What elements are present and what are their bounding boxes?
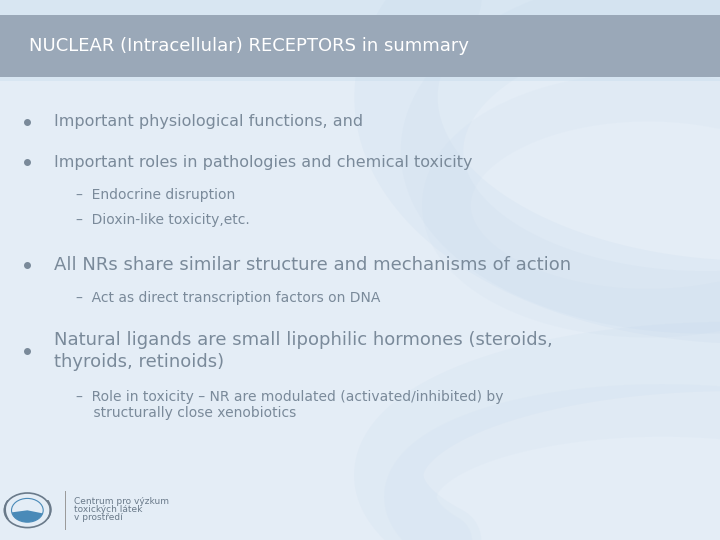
FancyBboxPatch shape bbox=[0, 15, 720, 77]
Text: All NRs share similar structure and mechanisms of action: All NRs share similar structure and mech… bbox=[54, 255, 571, 274]
Text: v prostředí: v prostředí bbox=[74, 514, 123, 522]
Wedge shape bbox=[12, 510, 42, 522]
Text: Important physiological functions, and: Important physiological functions, and bbox=[54, 114, 363, 129]
Text: Important roles in pathologies and chemical toxicity: Important roles in pathologies and chemi… bbox=[54, 154, 472, 170]
Text: Centrum pro výzkum: Centrum pro výzkum bbox=[74, 497, 169, 506]
Text: (: ( bbox=[1, 500, 10, 521]
Text: –  Act as direct transcription factors on DNA: – Act as direct transcription factors on… bbox=[76, 291, 380, 305]
Text: Natural ligands are small lipophilic hormones (steroids,
thyroids, retinoids): Natural ligands are small lipophilic hor… bbox=[54, 331, 553, 371]
Text: –  Endocrine disruption: – Endocrine disruption bbox=[76, 188, 235, 202]
Text: NUCLEAR (Intracellular) RECEPTORS in summary: NUCLEAR (Intracellular) RECEPTORS in sum… bbox=[29, 37, 469, 55]
Text: toxických látek: toxických látek bbox=[74, 505, 143, 514]
Text: –  Role in toxicity – NR are modulated (activated/inhibited) by
    structurally: – Role in toxicity – NR are modulated (a… bbox=[76, 390, 503, 420]
Text: ): ) bbox=[45, 500, 53, 521]
FancyBboxPatch shape bbox=[0, 0, 720, 81]
Text: –  Dioxin-like toxicity,etc.: – Dioxin-like toxicity,etc. bbox=[76, 213, 249, 227]
